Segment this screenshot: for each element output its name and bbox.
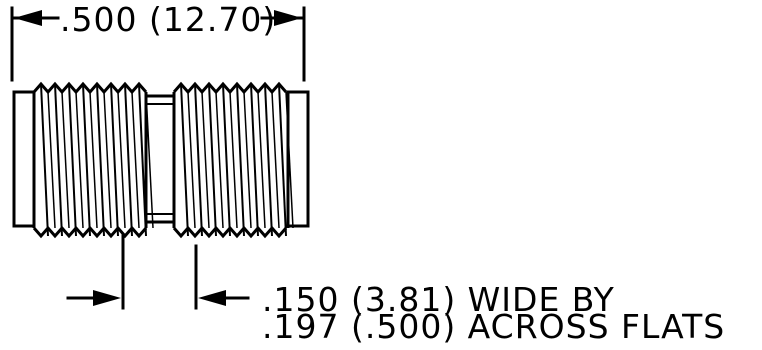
right-thread-thread-root-line (257, 91, 266, 229)
left-thread-thread-root-line (47, 91, 56, 229)
right-thread-thread-line (236, 83, 245, 237)
left-thread-thread-line (54, 83, 63, 237)
right-thread-thread-root-line (187, 91, 196, 229)
overall-length-label: .500 (12.70) (60, 0, 276, 39)
left-thread-thread-root-line (75, 91, 84, 229)
right-thread-thread-line (194, 83, 203, 237)
right-dimension-arrow-icon (274, 10, 302, 26)
right-thread-thread-line (250, 83, 259, 237)
left-thread-top-profile (32, 81, 148, 95)
right-thread-thread-root-line (229, 91, 238, 229)
left-thread-thread-root-line (89, 91, 98, 229)
right-thread-thread-line (180, 83, 189, 237)
right-threaded-section (172, 81, 294, 239)
left-thread-thread-line (40, 83, 49, 237)
left-end-collar (12, 90, 36, 228)
left-thread-thread-line (138, 83, 147, 237)
right-thread-thread-line (222, 83, 231, 237)
right-end-collar (286, 90, 310, 228)
left-thread-thread-root-line (117, 91, 126, 229)
right-thread-thread-root-line (215, 91, 224, 229)
flats-label-line1: .150 (3.81) WIDE BY (262, 280, 615, 319)
overall-length-dimension: .500 (12.70) (10, 0, 306, 82)
left-thread-thread-line (96, 83, 105, 237)
right-thread-thread-root-line (243, 91, 252, 229)
left-thread-thread-line (82, 83, 91, 237)
right-thread-thread-root-line (285, 91, 294, 229)
left-threaded-section (32, 81, 154, 239)
flats-label-line2: .197 (.500) ACROSS FLATS (262, 307, 725, 346)
right-thread-thread-root-line (271, 91, 280, 229)
right-thread-thread-line (264, 83, 273, 237)
left-thread-bottom-profile (32, 225, 148, 239)
right-thread-thread-root-line (201, 91, 210, 229)
flats-left-arrow-icon (93, 290, 121, 306)
left-thread-thread-line (68, 83, 77, 237)
right-thread-thread-line (208, 83, 217, 237)
left-thread-thread-line (124, 83, 133, 237)
left-thread-thread-root-line (103, 91, 112, 229)
right-thread-thread-line (278, 83, 287, 237)
left-thread-thread-root-line (145, 91, 154, 229)
center-wrench-flats (144, 94, 176, 224)
flats-width-dimension: .150 (3.81) WIDE BY .197 (.500) ACROSS F… (66, 234, 725, 346)
left-thread-thread-root-line (131, 91, 140, 229)
right-thread-top-profile (172, 81, 288, 95)
right-thread-bottom-profile (172, 225, 288, 239)
left-thread-thread-root-line (61, 91, 70, 229)
left-thread-thread-line (110, 83, 119, 237)
